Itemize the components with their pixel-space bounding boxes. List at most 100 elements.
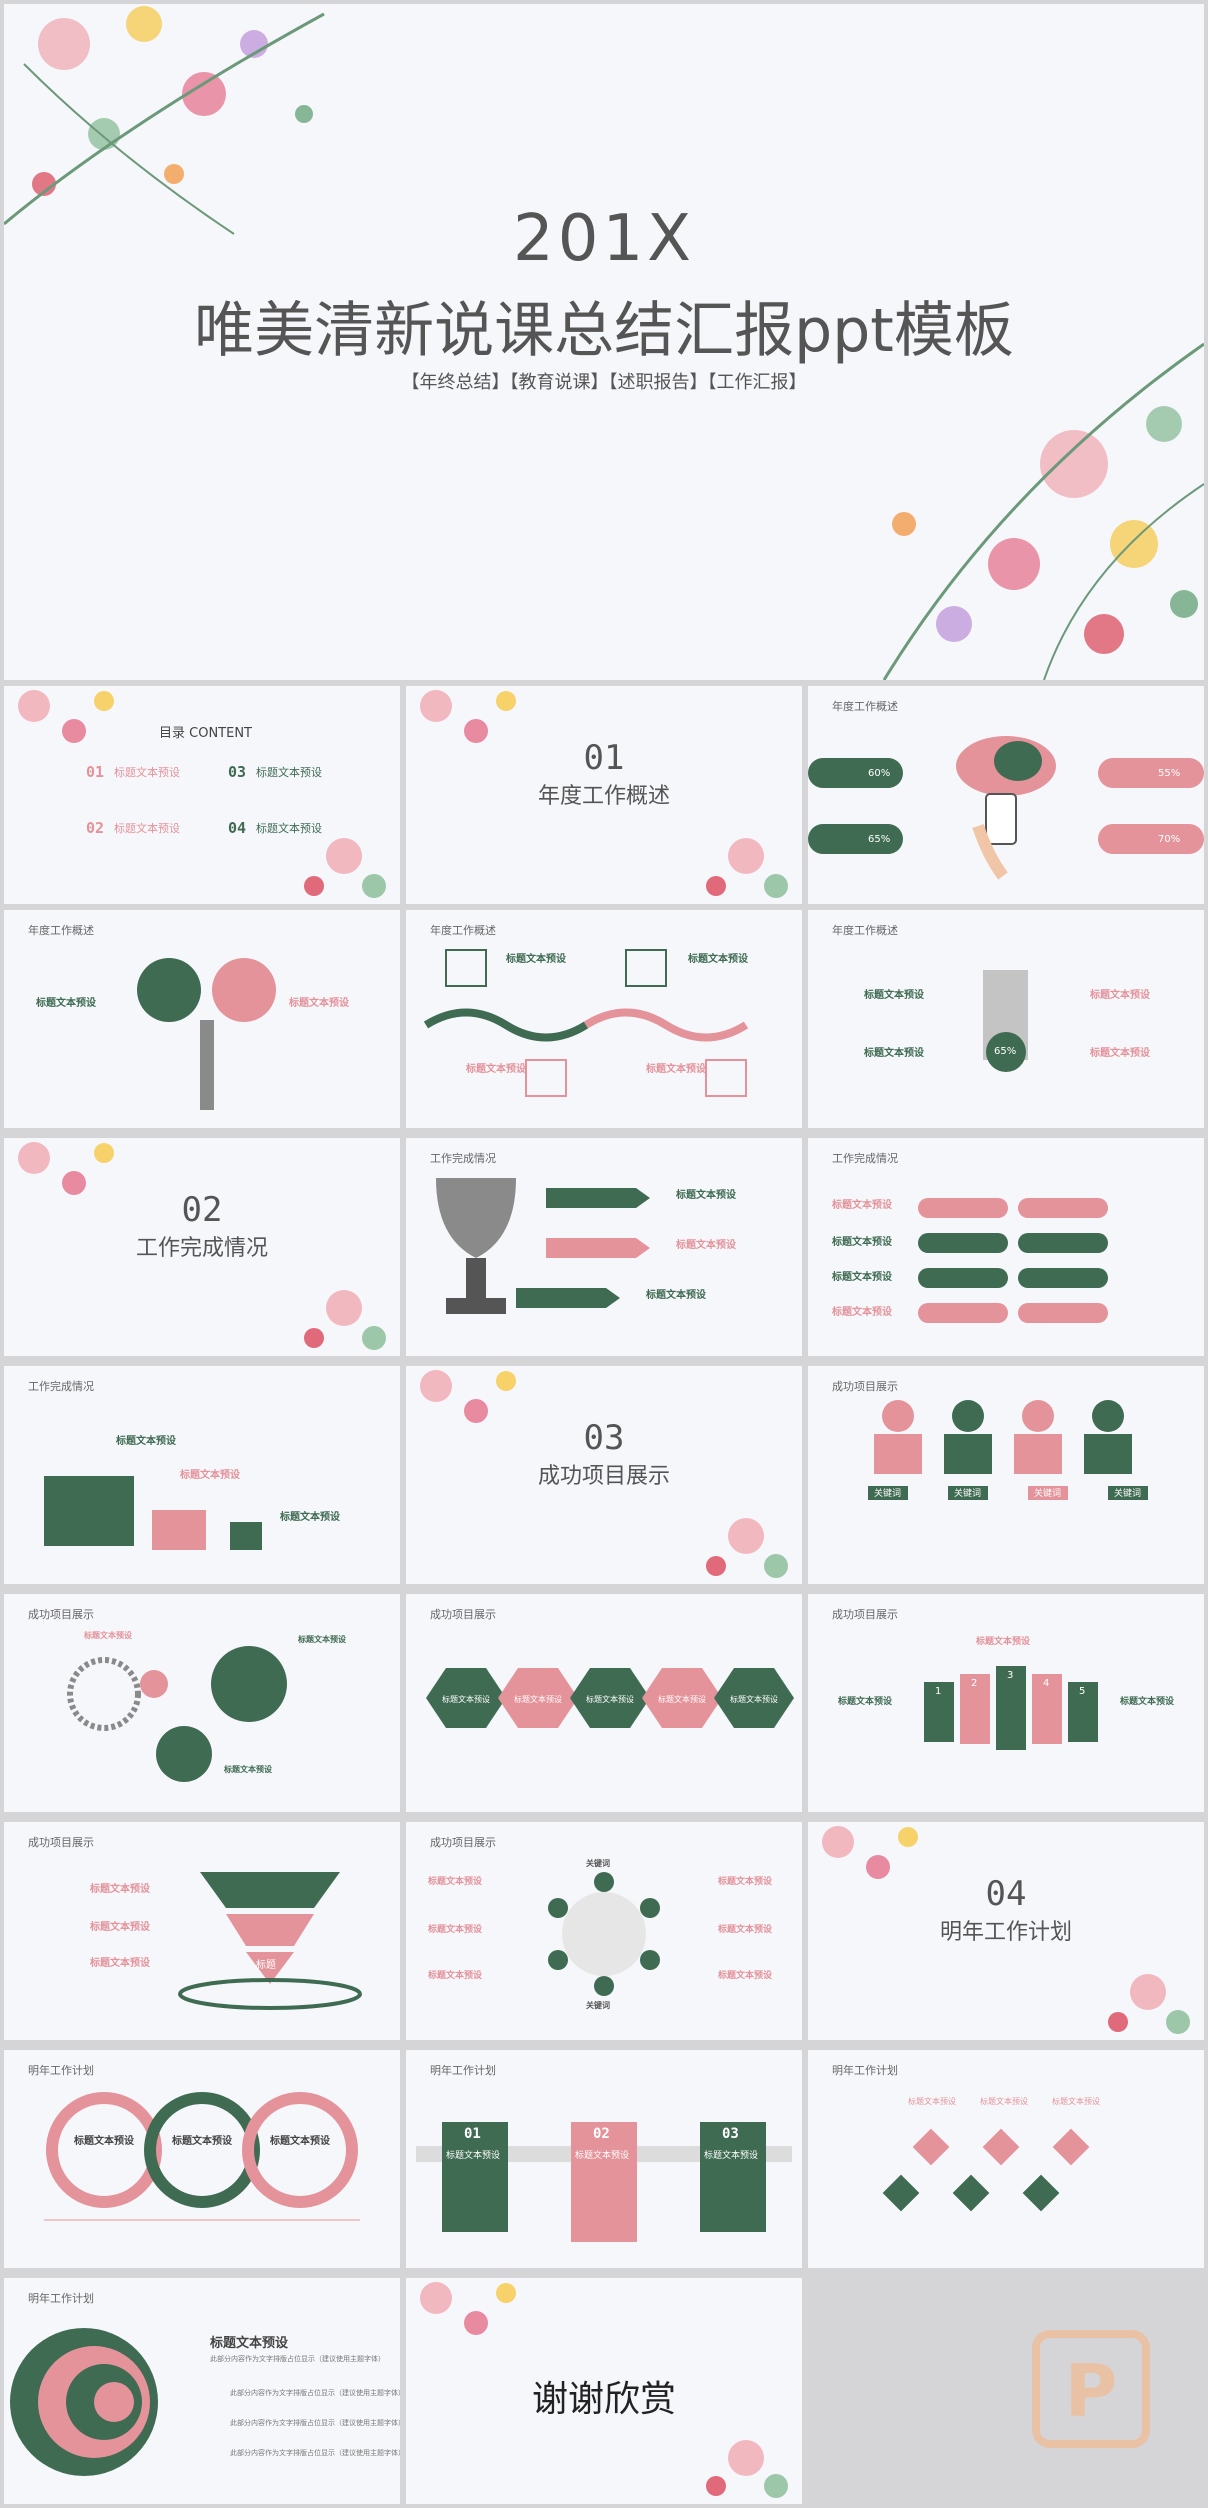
concentric-slide[interactable]: 明年工作计划 标题文本预设 此部分内容作为文字排版占位显示（建议使用主题字体） … — [4, 2278, 400, 2504]
funnel-chart — [178, 1872, 362, 2010]
trophy-illustration — [436, 1178, 650, 1314]
trophy-slide[interactable]: 工作完成情况 标题文本预设 标题文本预设 标题文本预设 — [406, 1138, 802, 1356]
section-title: 成功项目展示 — [537, 1464, 670, 1489]
section-slide-03[interactable]: 03 成功项目展示 — [406, 1366, 802, 1584]
annual-overview-slide[interactable]: 年度工作概述 60% 65% 55% 70% — [808, 686, 1204, 904]
floral-decoration — [420, 2282, 788, 2498]
item-title: 标题文本预设 — [428, 1877, 483, 1887]
slide-caption: 成功项目展示 — [430, 1608, 496, 1621]
floral-decoration — [18, 1142, 386, 1350]
slide-caption: 年度工作概述 — [832, 924, 898, 937]
section-slide-04[interactable]: 04 明年工作计划 — [808, 1822, 1204, 2040]
thanks-text: 谢谢欣赏 — [531, 2379, 676, 2420]
gears-illustration — [67, 1646, 287, 1782]
item-title: 标题文本预设 — [676, 1240, 736, 1251]
item-body: 此部分内容作为文字排版占位显示（建议使用主题字体） — [210, 2355, 385, 2363]
watermark-area: P — [808, 2278, 1204, 2504]
cover-title: 唯美清新说课总结汇报ppt模板 — [194, 296, 1014, 366]
item-body: 此部分内容作为文字排版占位显示（建议使用主题字体） — [230, 2449, 400, 2457]
cube-list-slide[interactable]: 工作完成情况 标题文本预设 标题文本预设 标题文本预设 标题文本预设 — [808, 1138, 1204, 1356]
slide-caption: 年度工作概述 — [430, 924, 496, 937]
item-title: 标题文本预设 — [1052, 2097, 1100, 2106]
hand-slide[interactable]: 年度工作概述 65% 标题文本预设 标题文本预设 标题文本预设 标题文本预设 — [808, 910, 1204, 1128]
funnel-slide[interactable]: 成功项目展示 标题 标题文本预设 标题文本预设 标题文本预设 — [4, 1822, 400, 2040]
ranking-slide[interactable]: 成功项目展示 1 2 3 4 5 标题文本预设 标题文本预设 标题文本预设 — [808, 1594, 1204, 1812]
slide-caption: 明年工作计划 — [832, 2064, 898, 2077]
item-title: 标题文本预设 — [646, 1290, 706, 1301]
toc-item-2[interactable]: 标题文本预设 — [256, 766, 322, 779]
bags-slide[interactable]: 工作完成情况 标题文本预设 标题文本预设 标题文本预设 — [4, 1366, 400, 1584]
toc-item-1[interactable]: 标题文本预设 — [114, 766, 180, 779]
circle-network-slide[interactable]: 成功项目展示 关键词 关键词 标题文本预设 标题文本预设 标题文本预设 标题文本… — [406, 1822, 802, 2040]
floral-decoration — [420, 690, 788, 898]
item-title: 标题文本预设 — [446, 2151, 501, 2161]
tree-illustration — [137, 958, 276, 1110]
item-title: 标题文本预设 — [506, 954, 566, 965]
section-slide-02[interactable]: 02 工作完成情况 — [4, 1138, 400, 1356]
section-title: 明年工作计划 — [939, 1920, 1072, 1945]
item-title: 标题文本预设 — [838, 1697, 893, 1707]
rank-number: 1 — [935, 1686, 942, 1697]
keyword-label: 关键词 — [874, 1489, 902, 1499]
slide-caption: 成功项目展示 — [28, 1836, 94, 1849]
steps-slide[interactable]: 明年工作计划 01 02 03 标题文本预设 标题文本预设 标题文本预设 — [406, 2050, 802, 2268]
item-body: 此部分内容作为文字排版占位显示（建议使用主题字体） — [230, 2389, 400, 2397]
toc-num-2: 03 — [228, 763, 247, 781]
item-title: 标题文本预设 — [224, 1765, 272, 1774]
item-title: 标题文本预设 — [586, 1695, 634, 1704]
item-title: 标题文本预设 — [688, 954, 748, 965]
item-title: 标题文本预设 — [90, 1884, 150, 1895]
diamond-timeline-slide[interactable]: 明年工作计划 标题文本预设 标题文本预设 标题文本预设 — [808, 2050, 1204, 2268]
item-title: 标题文本预设 — [832, 1272, 892, 1283]
percent-value: 60% — [868, 767, 891, 779]
dna-illustration — [423, 949, 749, 1097]
concentric-circles — [10, 2328, 158, 2476]
tree-slide[interactable]: 年度工作概述 标题文本预设 标题文本预设 — [4, 910, 400, 1128]
toc-item-4[interactable]: 标题文本预设 — [256, 822, 322, 835]
section-slide-01[interactable]: 01 年度工作概述 — [406, 686, 802, 904]
item-title: 标题文本预设 — [704, 2151, 759, 2161]
item-title: 标题文本预设 — [210, 2336, 289, 2351]
slide-caption: 明年工作计划 — [28, 2064, 94, 2077]
thanks-slide[interactable]: 谢谢欣赏 — [406, 2278, 802, 2504]
toc-slide[interactable]: 目录 CONTENT 01 标题文本预设 03 标题文本预设 02 标题文本预设… — [4, 686, 400, 904]
toc-item-3[interactable]: 标题文本预设 — [114, 822, 180, 835]
percent-value: 65% — [994, 1046, 1017, 1057]
keyword-label: 关键词 — [586, 1859, 610, 1868]
item-title: 标题文本预设 — [428, 1971, 483, 1981]
shopping-bags — [44, 1476, 262, 1550]
item-title: 标题文本预设 — [466, 1064, 526, 1075]
cover-slide[interactable]: 201X 唯美清新说课总结汇报ppt模板 【年终总结】【教育说课】【述职报告】【… — [4, 4, 1204, 680]
step-number: 01 — [464, 2126, 481, 2142]
item-title: 标题文本预设 — [864, 1048, 924, 1059]
item-title: 标题文本预设 — [864, 990, 924, 1001]
social-hexagons-slide[interactable]: 成功项目展示 标题文本预设 标题文本预设 标题文本预设 标题文本预设 标题文本预… — [406, 1594, 802, 1812]
slide-caption: 工作完成情况 — [832, 1152, 898, 1165]
item-title: 标题文本预设 — [718, 1925, 773, 1935]
toc-num-3: 02 — [86, 819, 105, 837]
percent-bar: 55% — [1098, 758, 1204, 788]
item-title: 标题文本预设 — [832, 1237, 892, 1248]
section-title: 工作完成情况 — [135, 1236, 268, 1261]
item-title: 标题文本预设 — [908, 2097, 956, 2106]
item-title: 标题文本预设 — [980, 2097, 1028, 2106]
toc-num-1: 01 — [86, 763, 105, 781]
gears-slide[interactable]: 成功项目展示 标题文本预设 标题文本预设 标题文本预设 — [4, 1594, 400, 1812]
ribbon-list — [918, 1198, 1108, 1323]
floral-decoration — [18, 690, 386, 898]
item-title: 标题文本预设 — [270, 2136, 330, 2147]
people-slide[interactable]: 成功项目展示 关键词 关键词 关键词 关键词 — [808, 1366, 1204, 1584]
item-title: 标题文本预设 — [676, 1190, 736, 1201]
slide-caption: 年度工作概述 — [28, 924, 94, 937]
rings-slide[interactable]: 明年工作计划 标题文本预设 标题文本预设 标题文本预设 — [4, 2050, 400, 2268]
network-diagram — [548, 1872, 660, 1996]
slide-caption: 工作完成情况 — [28, 1380, 94, 1393]
percent-value: 55% — [1158, 767, 1181, 779]
section-number: 04 — [985, 1874, 1027, 1914]
percent-bar: 65% — [808, 824, 903, 854]
svg-text:P: P — [1065, 2349, 1118, 2433]
item-title: 标题文本预设 — [1090, 990, 1150, 1001]
keyword-label: 关键词 — [954, 1489, 982, 1499]
item-title: 标题文本预设 — [442, 1695, 490, 1704]
dna-slide[interactable]: 年度工作概述 标题文本预设 标题文本预设 标题文本预设 标题文本预设 — [406, 910, 802, 1128]
